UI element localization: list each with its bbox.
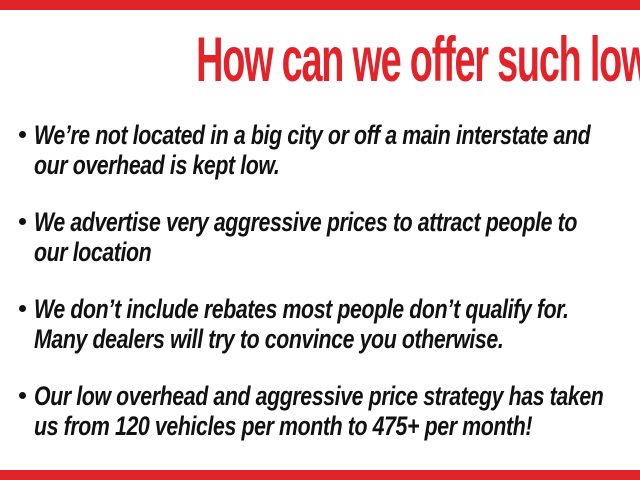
bullet-line: our location bbox=[34, 237, 152, 267]
bullet-line: We advertise very aggressive prices to a… bbox=[34, 207, 577, 237]
bullet-text: We don’t include rebates most people don… bbox=[34, 294, 569, 354]
bullet-icon bbox=[19, 392, 26, 399]
list-item: We’re not located in a big city or off a… bbox=[19, 120, 620, 180]
bullet-icon bbox=[19, 305, 26, 312]
bullet-line: Our low overhead and aggressive price st… bbox=[34, 381, 604, 411]
bullet-line: We don’t include rebates most people don… bbox=[34, 294, 569, 324]
top-accent-bar bbox=[0, 0, 640, 10]
page-title: How can we offer such low prices? bbox=[0, 29, 640, 92]
bullet-list: We’re not located in a big city or off a… bbox=[19, 120, 620, 468]
list-item: Our low overhead and aggressive price st… bbox=[19, 381, 620, 441]
bullet-line: our overhead is kept low. bbox=[34, 150, 280, 180]
bullet-icon bbox=[19, 218, 26, 225]
bullet-line: Many dealers will try to convince you ot… bbox=[34, 324, 504, 354]
bullet-line: We’re not located in a big city or off a… bbox=[34, 120, 591, 150]
page-title-text: How can we offer such low prices? bbox=[196, 25, 640, 95]
bullet-line: us from 120 vehicles per month to 475+ p… bbox=[34, 411, 533, 441]
bottom-accent-bar bbox=[0, 470, 640, 480]
bullet-text: We advertise very aggressive prices to a… bbox=[34, 207, 577, 267]
list-item: We don’t include rebates most people don… bbox=[19, 294, 620, 354]
bullet-icon bbox=[19, 131, 26, 138]
bullet-text: Our low overhead and aggressive price st… bbox=[34, 381, 604, 441]
list-item: We advertise very aggressive prices to a… bbox=[19, 207, 620, 267]
bullet-text: We’re not located in a big city or off a… bbox=[34, 120, 591, 180]
